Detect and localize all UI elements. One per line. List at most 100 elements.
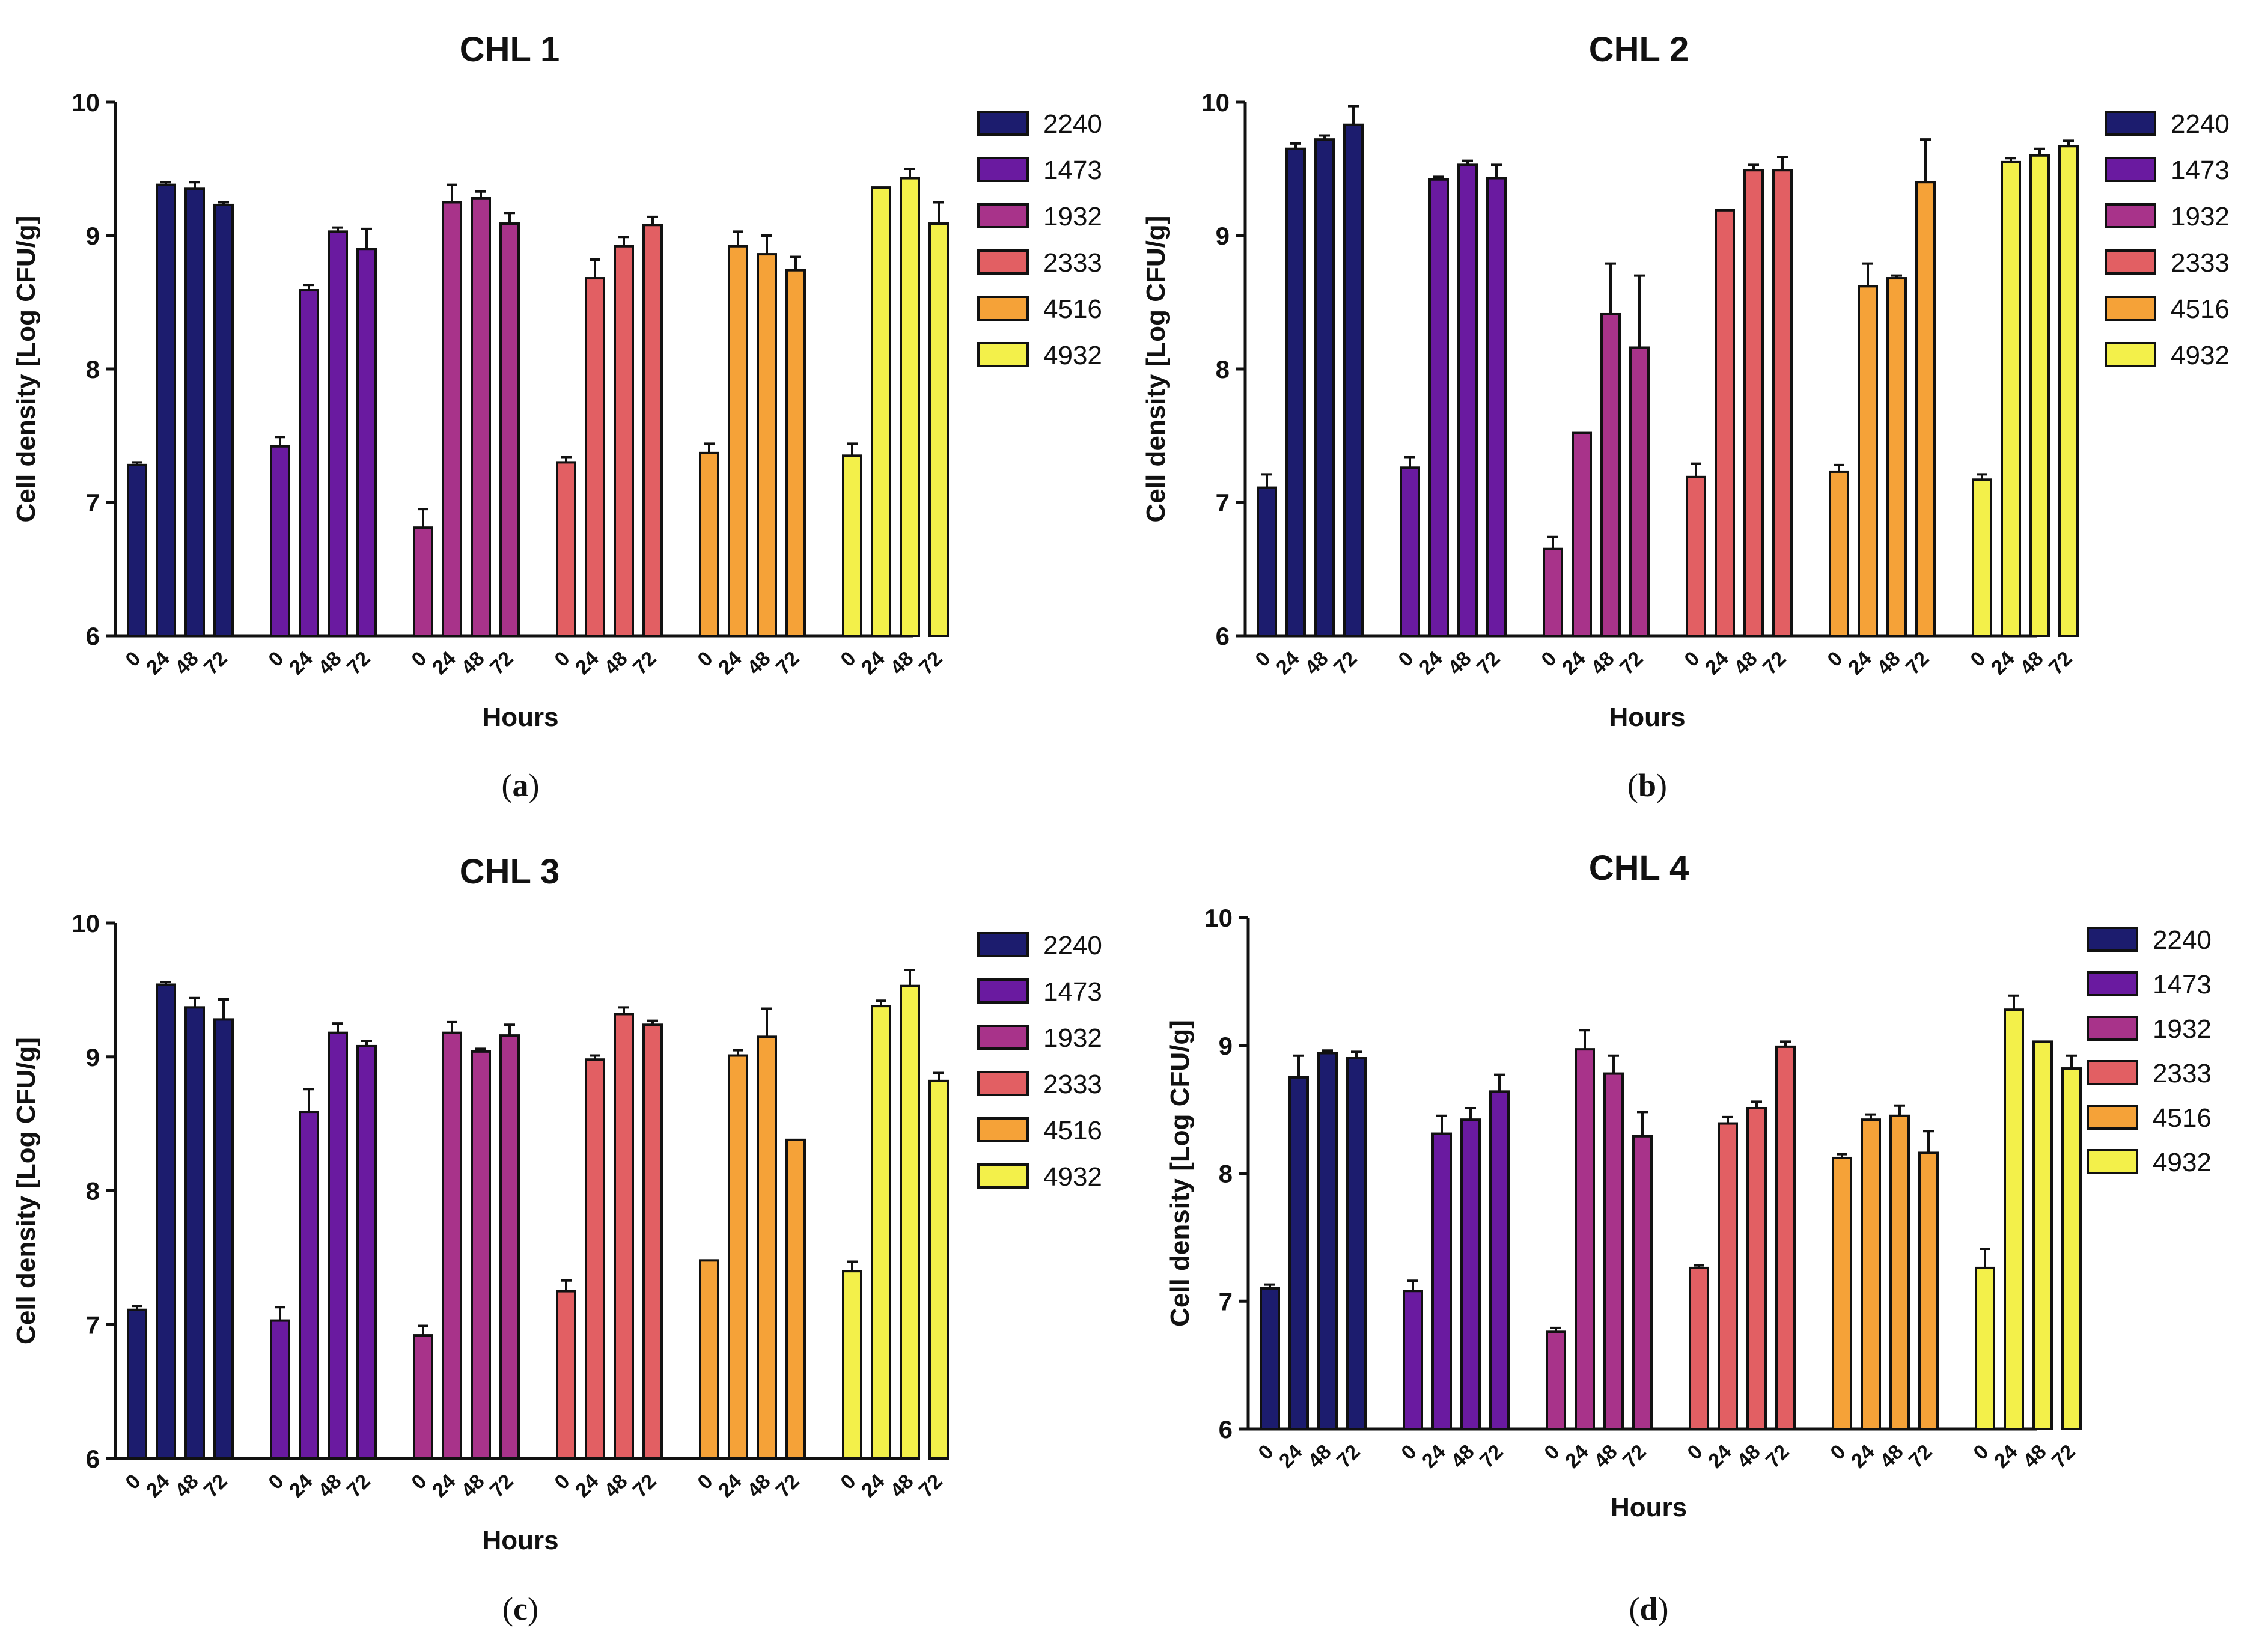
x-tick-label: 48	[1447, 1440, 1479, 1473]
bar	[328, 1031, 348, 1460]
y-tick-label: 8	[1219, 1160, 1233, 1188]
y-tick-label: 9	[86, 1043, 100, 1071]
x-tick-label: 0	[1251, 647, 1275, 671]
bar	[356, 248, 377, 637]
legend-label: 2333	[1043, 248, 1102, 278]
legend-label: 2333	[2153, 1059, 2212, 1088]
chart-title: CHL 2	[1589, 30, 1689, 69]
bar	[614, 245, 634, 637]
legend-label: 1932	[2153, 1014, 2212, 1044]
x-tick-label: 48	[600, 647, 632, 680]
x-axis-label: Hours	[1611, 1493, 1687, 1522]
legend-label: 4516	[2171, 294, 2230, 324]
x-tick-label: 0	[121, 1470, 145, 1494]
bar	[1915, 181, 1936, 637]
bar	[757, 1035, 777, 1460]
x-tick-label: 72	[772, 1470, 804, 1502]
x-tick-label: 24	[571, 1470, 603, 1502]
legend-label: 2333	[1043, 1070, 1102, 1099]
x-axis-label: Hours	[482, 703, 558, 732]
bar	[699, 451, 719, 637]
bar	[1257, 486, 1277, 638]
legend-swatch	[2087, 971, 2138, 996]
bar	[1689, 1266, 1709, 1431]
legend-label: 4932	[1043, 341, 1102, 370]
legend-label: 2333	[2171, 248, 2230, 278]
bar	[1486, 177, 1507, 638]
x-tick-label: 72	[1901, 647, 1934, 680]
x-tick-label: 24	[1415, 647, 1447, 680]
x-tick-label: 48	[1730, 647, 1762, 680]
y-axis-label: Cell density [Log CFU/g]	[1165, 1020, 1195, 1327]
x-tick-label: 24	[1701, 647, 1733, 680]
y-tick-label: 8	[1216, 355, 1230, 383]
x-tick-label: 48	[457, 647, 489, 680]
bar	[1460, 1118, 1481, 1430]
bar	[1886, 277, 1907, 638]
x-tick-label: 48	[314, 647, 346, 680]
x-tick-label: 0	[693, 1470, 717, 1494]
x-tick-label: 0	[836, 647, 860, 671]
x-tick-label: 72	[2044, 647, 2077, 680]
x-tick-label: 0	[407, 1470, 431, 1494]
x-tick-label: 0	[1680, 647, 1704, 671]
bar	[156, 183, 176, 637]
bar	[1575, 1048, 1595, 1430]
bar	[413, 1334, 433, 1460]
bar	[757, 253, 777, 637]
legend-label: 1473	[1043, 977, 1102, 1007]
x-tick-label: 24	[428, 1470, 460, 1502]
legend-label: 2240	[1043, 109, 1102, 139]
legend-label: 2240	[2171, 109, 2230, 139]
chart-title: CHL 4	[1589, 849, 1689, 888]
bar	[1718, 1122, 1738, 1430]
legend-swatch	[977, 932, 1029, 957]
panel-caption: (d)	[1629, 1591, 1668, 1627]
x-tick-label: 72	[1475, 1440, 1508, 1473]
x-tick-label: 24	[714, 647, 746, 680]
y-tick-label: 10	[72, 909, 100, 937]
x-tick-label: 48	[2019, 1440, 2051, 1473]
legend-swatch	[977, 157, 1029, 182]
x-tick-label: 0	[1394, 647, 1418, 671]
legend-swatch	[2105, 157, 2156, 182]
x-tick-label: 48	[314, 1470, 346, 1502]
x-tick-label: 72	[915, 647, 947, 680]
x-tick-label: 24	[1418, 1440, 1450, 1473]
x-tick-label: 24	[857, 1470, 889, 1502]
bar	[413, 526, 433, 637]
bar	[642, 1023, 663, 1460]
x-tick-label: 0	[1537, 647, 1561, 671]
bar	[1972, 478, 1992, 637]
legend-swatch	[977, 978, 1029, 1004]
y-tick-label: 7	[86, 1311, 100, 1339]
legend-swatch	[977, 203, 1029, 228]
legend-swatch	[2105, 249, 2156, 275]
bar	[127, 1308, 147, 1460]
x-tick-label: 24	[1561, 1440, 1593, 1473]
x-tick-label: 72	[2047, 1440, 2080, 1473]
bar	[1629, 346, 1650, 637]
x-tick-label: 24	[285, 1470, 317, 1502]
bar	[1285, 147, 1306, 637]
x-tick-label: 48	[171, 647, 203, 680]
bar	[2032, 1040, 2053, 1431]
bar	[2029, 154, 2050, 637]
bar	[1918, 1151, 1939, 1430]
y-tick-label: 9	[1219, 1032, 1233, 1060]
bar	[1457, 163, 1478, 637]
legend-swatch	[977, 296, 1029, 321]
x-tick-label: 24	[285, 647, 317, 680]
legend-swatch	[2105, 203, 2156, 228]
x-tick-label: 24	[1275, 1440, 1307, 1473]
x-tick-label: 72	[1761, 1440, 1794, 1473]
x-tick-label: 48	[886, 1470, 918, 1502]
x-tick-label: 48	[1444, 647, 1476, 680]
x-tick-label: 72	[915, 1470, 947, 1502]
x-tick-label: 0	[1254, 1440, 1278, 1465]
x-tick-label: 72	[629, 647, 661, 680]
bar	[928, 1079, 949, 1460]
bar	[871, 1005, 891, 1460]
x-tick-label: 72	[1615, 647, 1648, 680]
